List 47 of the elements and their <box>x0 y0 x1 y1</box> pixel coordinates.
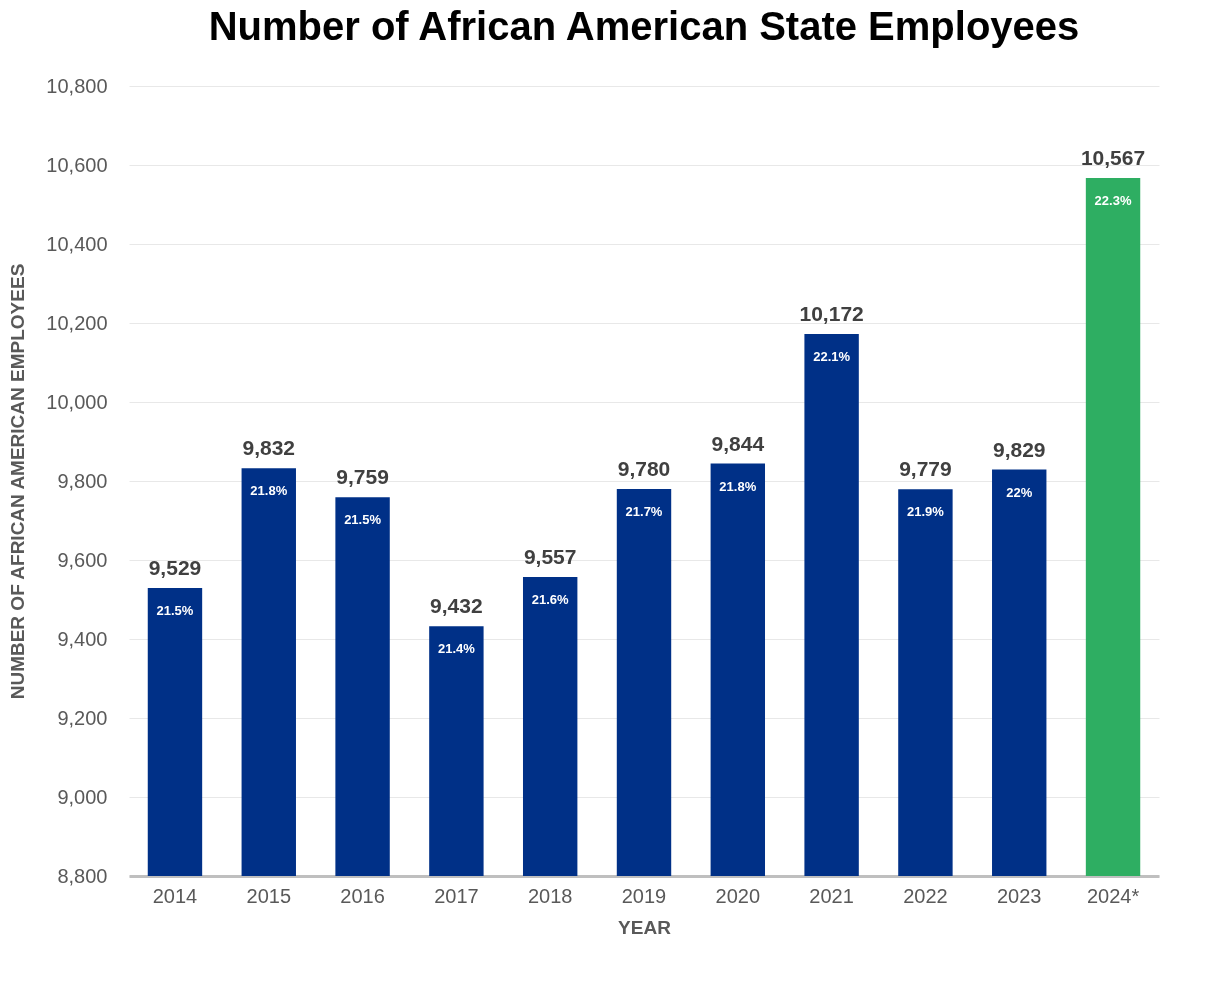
data-label: 9,780 <box>617 456 671 480</box>
data-label: 10,172 <box>799 302 864 326</box>
data-label: 10,567 <box>1080 146 1146 170</box>
data-label: 9,832 <box>242 436 296 460</box>
y-tick-label: 9,400 <box>57 627 108 650</box>
y-tick-label: 10,800 <box>46 74 108 97</box>
annotation: 22.1% <box>813 349 851 365</box>
data-label: 9,759 <box>336 465 389 489</box>
y-tick-label: 9,600 <box>57 548 108 571</box>
data-label: 9,432 <box>430 594 483 618</box>
data-label: 9,844 <box>711 431 765 455</box>
y-tick-label: 10,200 <box>46 311 108 334</box>
y-tick-label: 9,200 <box>57 706 108 729</box>
x-tick-label: 2015 <box>246 884 292 907</box>
x-tick-label: 2023 <box>996 884 1042 907</box>
chart-title: Number of African American State Employees <box>208 4 1080 48</box>
y-tick-label: 10,600 <box>46 153 108 176</box>
annotation: 22% <box>1006 484 1033 500</box>
data-label: 9,779 <box>899 457 952 481</box>
y-tick-label: 10,000 <box>46 390 108 413</box>
annotation: 22.3% <box>1094 193 1132 209</box>
annotation: 21.6% <box>531 591 570 607</box>
annotation: 21.5% <box>344 512 382 528</box>
x-tick-label: 2019 <box>621 884 667 907</box>
x-tick-label: 2020 <box>715 884 761 907</box>
annotation: 21.9% <box>906 504 945 520</box>
annotation: 21.8% <box>250 483 288 499</box>
y-axis-title: NUMBER OF AFRICAN AMERICAN EMPLOYEES <box>7 263 29 700</box>
x-tick-label: 2021 <box>809 884 854 907</box>
x-tick-label: 2017 <box>434 884 479 907</box>
data-label: 9,529 <box>148 556 202 580</box>
y-tick-label: 9,800 <box>57 469 108 492</box>
y-tick-label: 8,800 <box>57 864 108 887</box>
y-tick-label: 10,400 <box>46 232 108 255</box>
annotation: 21.7% <box>625 503 663 519</box>
annotation: 21.8% <box>719 478 757 494</box>
y-tick-label: 9,000 <box>57 785 108 808</box>
data-label: 9,557 <box>523 544 577 568</box>
annotation: 21.5% <box>156 603 194 619</box>
annotation: 21.4% <box>437 641 476 657</box>
x-axis-title: YEAR <box>618 916 672 938</box>
x-tick-label: 2022 <box>903 884 948 907</box>
x-tick-label: 2024* <box>1086 884 1140 907</box>
data-label: 9,829 <box>992 437 1046 461</box>
x-tick-label: 2018 <box>527 884 573 907</box>
x-tick-label: 2016 <box>340 884 385 907</box>
x-tick-label: 2014 <box>152 884 198 907</box>
